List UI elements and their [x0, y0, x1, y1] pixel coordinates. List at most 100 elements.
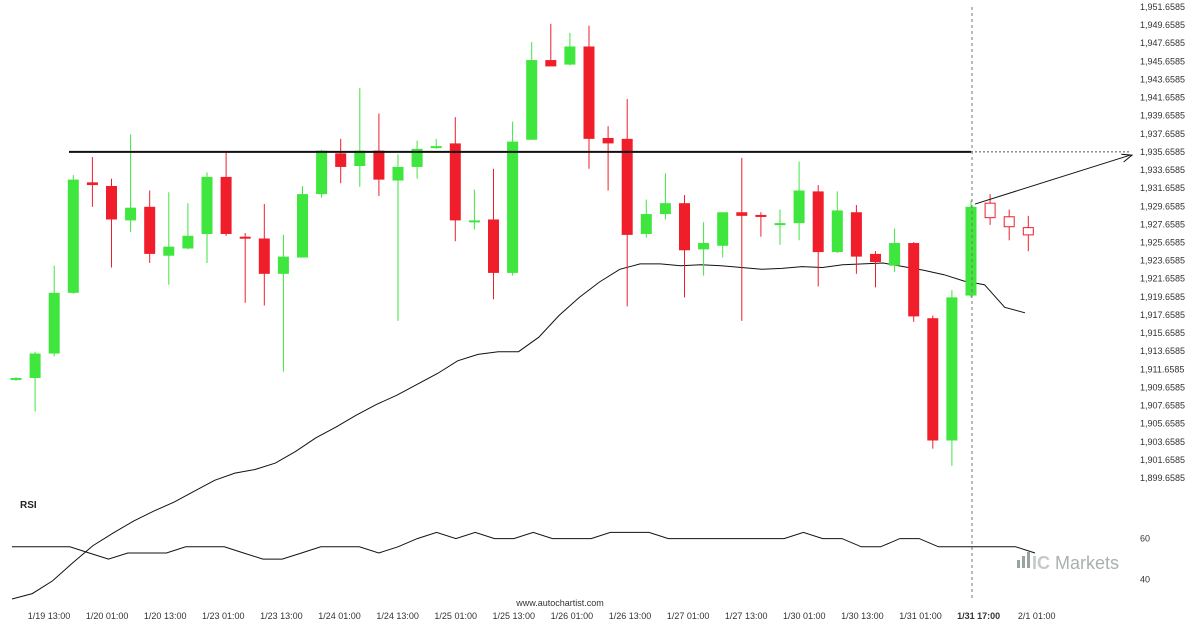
bullish-candle — [774, 209, 786, 245]
bearish-candle — [812, 185, 824, 287]
x-axis-ticks: 1/19 13:00 1/20 01:00 1/20 13:00 1/23 01:00… — [28, 611, 1056, 621]
brand-bar-1 — [1017, 560, 1020, 568]
candle-body — [526, 60, 538, 140]
projection-arrow-line — [974, 154, 1131, 205]
x-tick-label: 1/26 13:00 — [609, 611, 652, 621]
projection-arrow-head — [1121, 153, 1134, 163]
bullish-candle — [297, 185, 308, 258]
y-tick-label: 1,933.6585 — [1140, 165, 1185, 175]
candle-body — [812, 191, 824, 253]
bullish-candle — [354, 88, 366, 187]
candle-body — [698, 243, 710, 250]
bearish-candle — [850, 204, 862, 274]
rsi-tick-label: 40 — [1140, 575, 1150, 585]
bullish-candle — [640, 199, 652, 238]
bearish-candle — [86, 156, 98, 207]
candle-body — [220, 176, 232, 234]
x-tick-label: 1/25 01:00 — [434, 611, 477, 621]
y-tick-label: 1,951.6585 — [1140, 2, 1185, 12]
bullish-candle — [717, 212, 729, 258]
bearish-candle — [621, 99, 633, 307]
x-tick-label: 1/30 01:00 — [783, 611, 826, 621]
bullish-candle — [468, 189, 480, 230]
bullish-candle — [201, 172, 213, 263]
bullish-candle — [793, 161, 805, 241]
candle-body — [545, 60, 557, 67]
bullish-candle — [889, 228, 901, 273]
bearish-candle — [335, 138, 347, 184]
candle-body — [831, 210, 843, 253]
candle-body — [201, 176, 213, 234]
x-tick-label: 1/25 13:00 — [493, 611, 536, 621]
candle-body — [86, 182, 98, 186]
watermark: www.autochartist.com — [515, 598, 604, 608]
bearish-candle — [545, 23, 557, 67]
bullish-candle — [698, 222, 710, 276]
candle-body — [411, 148, 423, 167]
bearish-candle — [106, 178, 117, 268]
bearish-candle — [736, 157, 748, 321]
bearish-candle — [239, 233, 251, 303]
bearish-candle — [679, 195, 690, 298]
bullish-candle — [316, 149, 328, 198]
candle-body — [125, 207, 137, 221]
rsi-tick-label: 60 — [1140, 534, 1150, 544]
x-tick-label: 1/20 01:00 — [86, 611, 129, 621]
candle-body — [679, 203, 690, 251]
candle-body — [67, 179, 79, 293]
candle-body — [277, 256, 289, 274]
candle-body — [774, 223, 786, 226]
candle-body — [908, 243, 920, 317]
bearish-candle — [373, 113, 385, 196]
candle-body — [927, 318, 939, 441]
candle-body — [182, 235, 194, 249]
bullish-candle — [29, 351, 41, 412]
bullish-candle — [831, 191, 843, 253]
bearish-candle — [583, 25, 595, 169]
y-tick-label: 1,899.6585 — [1140, 473, 1185, 483]
brand-bar-3 — [1027, 552, 1030, 568]
projected-candle — [1003, 209, 1015, 241]
candle-body — [564, 46, 576, 65]
x-tick-label: 1/20 13:00 — [144, 611, 187, 621]
y-tick-label: 1,917.6585 — [1140, 310, 1185, 320]
y-tick-label: 1,945.6585 — [1140, 56, 1185, 66]
candle-body — [354, 150, 366, 167]
brand-suffix: Markets — [1055, 553, 1119, 573]
bullish-candle — [277, 234, 289, 372]
bearish-candle — [144, 190, 156, 263]
x-tick-label: 1/27 01:00 — [667, 611, 710, 621]
candle-body — [392, 166, 404, 181]
y-axis-ticks: 1,951.6585 1,949.6585 1,947.6585 1,945.6585… — [1140, 2, 1185, 483]
overlays — [69, 7, 1134, 598]
y-tick-label: 1,909.6585 — [1140, 382, 1185, 392]
bearish-candle — [755, 212, 767, 237]
candle-body — [850, 212, 862, 257]
bullish-candle — [946, 290, 958, 466]
bullish-candle — [125, 134, 137, 233]
brand-bar-2 — [1022, 556, 1025, 568]
y-tick-label: 1,919.6585 — [1140, 292, 1185, 302]
y-tick-label: 1,949.6585 — [1140, 20, 1185, 30]
candle-body — [659, 203, 671, 215]
candle-body — [297, 194, 308, 258]
x-tick-label: 1/31 01:00 — [899, 611, 942, 621]
y-tick-label: 1,929.6585 — [1140, 201, 1185, 211]
candle-body — [965, 206, 977, 296]
rsi-label: RSI — [20, 500, 37, 511]
y-tick-label: 1,925.6585 — [1140, 238, 1185, 248]
candle-body — [717, 212, 729, 246]
bullish-candle — [507, 121, 519, 276]
bullish-candle — [430, 138, 442, 149]
bullish-candle — [67, 175, 79, 294]
candle-body — [430, 146, 442, 149]
y-tick-label: 1,937.6585 — [1140, 129, 1185, 139]
candle-body — [239, 236, 251, 239]
x-tick-label: 1/24 01:00 — [318, 611, 361, 621]
x-tick-label: 1/23 01:00 — [202, 611, 245, 621]
candle-body — [29, 353, 41, 378]
bearish-candle — [258, 204, 270, 306]
y-tick-label: 1,939.6585 — [1140, 111, 1185, 121]
